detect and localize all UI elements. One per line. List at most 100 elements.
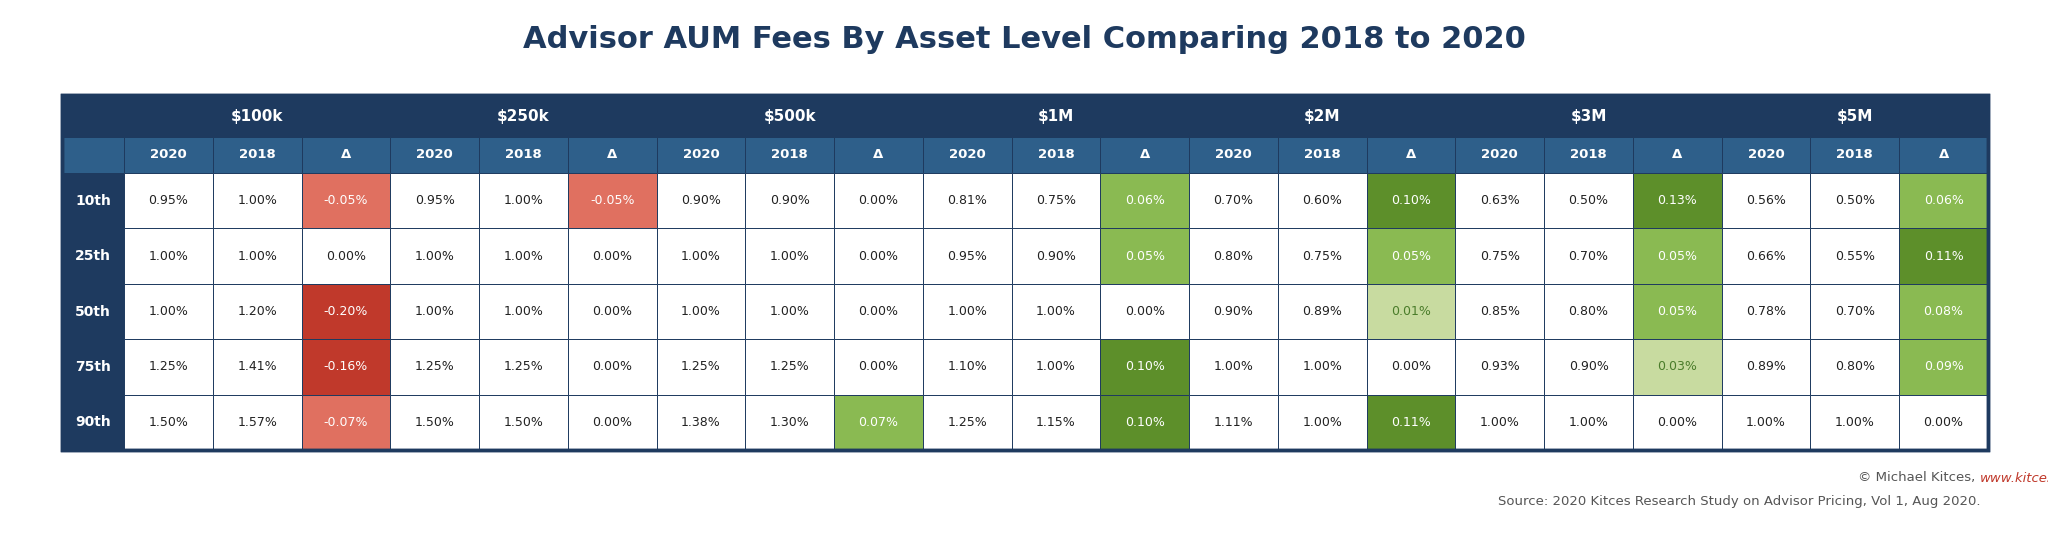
- Text: 90th: 90th: [76, 415, 111, 430]
- Bar: [61, 137, 125, 173]
- Bar: [1632, 394, 1722, 450]
- Text: -0.05%: -0.05%: [324, 194, 369, 207]
- Bar: [125, 339, 213, 394]
- Text: 1.38%: 1.38%: [682, 416, 721, 429]
- Bar: [567, 339, 657, 394]
- Text: 1.57%: 1.57%: [238, 416, 276, 429]
- Bar: [834, 137, 924, 173]
- Bar: [1278, 394, 1366, 450]
- Bar: [1278, 137, 1366, 173]
- Bar: [1012, 228, 1100, 284]
- Bar: [1278, 284, 1366, 339]
- Bar: [61, 394, 125, 450]
- Bar: [745, 137, 834, 173]
- Text: 0.00%: 0.00%: [326, 250, 367, 262]
- Bar: [657, 228, 745, 284]
- Text: 0.80%: 0.80%: [1835, 360, 1874, 373]
- Bar: [1810, 228, 1898, 284]
- Text: 0.95%: 0.95%: [948, 250, 987, 262]
- Bar: [301, 173, 391, 228]
- Bar: [1100, 339, 1190, 394]
- Text: 0.90%: 0.90%: [770, 194, 809, 207]
- Text: 0.60%: 0.60%: [1303, 194, 1341, 207]
- Text: 0.13%: 0.13%: [1657, 194, 1698, 207]
- Text: 0.10%: 0.10%: [1124, 416, 1165, 429]
- Bar: [924, 173, 1012, 228]
- Text: 0.90%: 0.90%: [1214, 305, 1253, 318]
- Bar: [657, 284, 745, 339]
- Text: 0.00%: 0.00%: [858, 250, 899, 262]
- Text: 1.00%: 1.00%: [504, 305, 543, 318]
- Text: 0.55%: 0.55%: [1835, 250, 1874, 262]
- Bar: [1100, 137, 1190, 173]
- Text: 0.11%: 0.11%: [1923, 250, 1964, 262]
- Text: 0.00%: 0.00%: [1657, 416, 1698, 429]
- Bar: [1456, 95, 1722, 137]
- Text: 0.95%: 0.95%: [416, 194, 455, 207]
- Bar: [1366, 173, 1456, 228]
- Text: 2018: 2018: [1837, 148, 1874, 162]
- Bar: [391, 95, 657, 137]
- Text: 0.00%: 0.00%: [858, 194, 899, 207]
- Text: 0.07%: 0.07%: [858, 416, 899, 429]
- Bar: [61, 228, 125, 284]
- Text: 2020: 2020: [1214, 148, 1251, 162]
- Bar: [1722, 339, 1810, 394]
- Bar: [1012, 394, 1100, 450]
- Bar: [1366, 339, 1456, 394]
- Text: 2020: 2020: [1747, 148, 1784, 162]
- Bar: [1898, 173, 1989, 228]
- Bar: [1456, 394, 1544, 450]
- Bar: [125, 137, 213, 173]
- Bar: [301, 284, 391, 339]
- Text: 0.00%: 0.00%: [858, 305, 899, 318]
- Bar: [1632, 137, 1722, 173]
- Text: 2020: 2020: [416, 148, 453, 162]
- Bar: [61, 95, 125, 137]
- Text: 1.00%: 1.00%: [1569, 416, 1608, 429]
- Text: 1.00%: 1.00%: [682, 305, 721, 318]
- Text: 0.78%: 0.78%: [1747, 305, 1786, 318]
- Text: 1.00%: 1.00%: [504, 250, 543, 262]
- Bar: [1100, 284, 1190, 339]
- Bar: [1544, 137, 1632, 173]
- Text: 1.25%: 1.25%: [682, 360, 721, 373]
- Bar: [1898, 137, 1989, 173]
- Bar: [1366, 228, 1456, 284]
- Text: 2018: 2018: [772, 148, 809, 162]
- Bar: [745, 228, 834, 284]
- Bar: [391, 137, 479, 173]
- Bar: [1456, 137, 1544, 173]
- Text: 0.70%: 0.70%: [1835, 305, 1874, 318]
- Bar: [924, 95, 1190, 137]
- Bar: [1722, 284, 1810, 339]
- Bar: [745, 339, 834, 394]
- Bar: [479, 284, 567, 339]
- Bar: [1456, 284, 1544, 339]
- Bar: [745, 284, 834, 339]
- Text: Δ: Δ: [1673, 148, 1683, 162]
- Bar: [1100, 228, 1190, 284]
- Bar: [61, 339, 125, 394]
- Text: 1.00%: 1.00%: [682, 250, 721, 262]
- Text: 1.00%: 1.00%: [1481, 416, 1520, 429]
- Bar: [1722, 228, 1810, 284]
- Bar: [1544, 394, 1632, 450]
- Text: Advisor AUM Fees By Asset Level Comparing 2018 to 2020: Advisor AUM Fees By Asset Level Comparin…: [522, 25, 1526, 54]
- Bar: [1190, 173, 1278, 228]
- Text: 0.01%: 0.01%: [1391, 305, 1432, 318]
- Text: 0.50%: 0.50%: [1569, 194, 1608, 207]
- Text: www.kitces.com: www.kitces.com: [1980, 471, 2048, 485]
- Bar: [1722, 394, 1810, 450]
- Bar: [125, 284, 213, 339]
- Text: 0.00%: 0.00%: [592, 305, 633, 318]
- Bar: [1278, 339, 1366, 394]
- Bar: [213, 284, 301, 339]
- Text: 1.00%: 1.00%: [770, 305, 809, 318]
- Text: 1.20%: 1.20%: [238, 305, 276, 318]
- Bar: [1190, 284, 1278, 339]
- Text: 0.05%: 0.05%: [1657, 250, 1698, 262]
- Bar: [1632, 339, 1722, 394]
- Bar: [834, 394, 924, 450]
- Text: 1.25%: 1.25%: [948, 416, 987, 429]
